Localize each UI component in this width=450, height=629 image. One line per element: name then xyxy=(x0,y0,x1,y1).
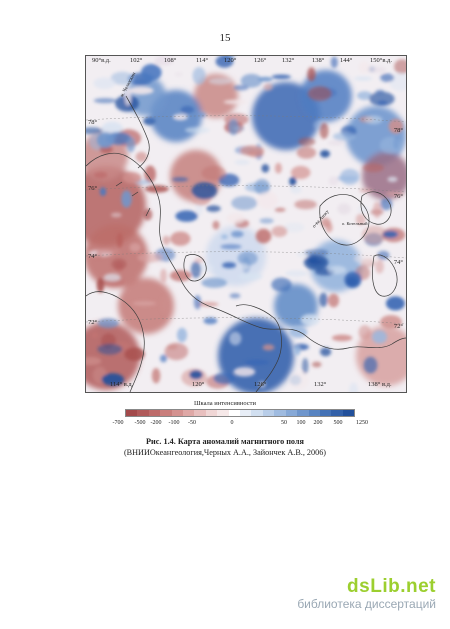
scale-label: -500 xyxy=(134,420,146,426)
watermark: dsLib.net библиотека диссертаций xyxy=(297,576,436,611)
graticule xyxy=(86,115,406,325)
scale-swatch xyxy=(262,410,275,416)
bottom-lon-label: 126° xyxy=(254,381,267,388)
scale-swatch xyxy=(217,410,229,416)
bottom-lon-label: 138° в.д. xyxy=(368,381,392,388)
top-lon-label: 132° xyxy=(282,57,295,64)
intensity-scale-labels: -700 -500 -200 -100 -50 0 50 100 200 500 1250 xyxy=(110,420,370,428)
scale-label: 0 xyxy=(230,420,234,426)
scale-label: 50 xyxy=(281,420,287,426)
intensity-scale-bar xyxy=(125,409,355,417)
scale-swatch xyxy=(126,410,138,416)
scale-swatch xyxy=(297,410,309,416)
top-lon-label: 114° xyxy=(196,57,209,64)
top-lon-label: 108° xyxy=(164,57,177,64)
scale-swatch xyxy=(171,410,184,416)
scale-swatch xyxy=(228,410,241,416)
scale-swatch xyxy=(240,410,252,416)
figure-caption: Рис. 1.4. Карта аномалий магнитного поля… xyxy=(0,436,450,458)
scale-title: Шкала интенсивности xyxy=(193,400,256,407)
scale-swatch xyxy=(331,410,343,416)
page-number: 15 xyxy=(219,32,231,44)
watermark-logo: dsLib.net xyxy=(347,576,436,597)
caption-source: (ВНИИОкеангеология,Черных А.А., Зайончек… xyxy=(123,448,327,457)
scale-label: -200 xyxy=(150,420,162,426)
scale-swatch xyxy=(274,410,286,416)
top-lon-label: 138° xyxy=(312,57,325,64)
top-lon-label: 150°в.д. xyxy=(370,57,392,64)
top-lon-label: 126° xyxy=(254,57,267,64)
right-lat-label: 72° xyxy=(393,323,403,330)
scale-label: -50 xyxy=(188,420,196,426)
scale-label: 100 xyxy=(296,420,306,426)
bottom-lon-label: 114° в.д. xyxy=(110,381,134,388)
scale-swatch xyxy=(251,410,263,416)
map-image xyxy=(86,56,406,392)
bottom-lon-label: 120° xyxy=(192,381,205,388)
scale-label: -700 xyxy=(112,420,124,426)
scale-swatch xyxy=(160,410,172,416)
scale-swatch xyxy=(285,410,298,416)
right-lat-label: 76° xyxy=(393,193,403,200)
scale-swatch xyxy=(183,410,195,416)
watermark-text: библиотека диссертаций xyxy=(297,597,436,611)
scale-label: -100 xyxy=(168,420,180,426)
magnetic-anomaly-map: 90°в.д. 102° 108° 114° 120° 126° 132° 13… xyxy=(85,55,407,393)
scale-swatch xyxy=(194,410,206,416)
top-lon-label: 90°в.д. xyxy=(92,57,111,64)
left-lat-label: 76° xyxy=(88,185,98,192)
left-lat-label: 72° xyxy=(88,319,98,326)
coastlines xyxy=(86,95,406,392)
place-label: о. Котельный xyxy=(342,221,368,226)
right-lat-label: 78° xyxy=(393,127,403,134)
top-lon-label: 144° xyxy=(340,57,353,64)
left-lat-label: 74° xyxy=(88,253,98,260)
top-lon-label: 102° xyxy=(130,57,143,64)
top-lon-label: 120° xyxy=(224,57,237,64)
caption-title: Рис. 1.4. Карта аномалий магнитного поля xyxy=(146,437,304,446)
scale-swatch xyxy=(308,410,320,416)
scale-swatch xyxy=(137,410,149,416)
scale-label: 500 xyxy=(333,420,343,426)
bottom-lon-label: 132° xyxy=(314,381,327,388)
scale-swatch xyxy=(205,410,218,416)
scale-label: 200 xyxy=(313,420,323,426)
scale-label: 1250 xyxy=(356,420,368,426)
left-lat-label: 78° xyxy=(88,119,98,126)
scale-swatch xyxy=(148,410,161,416)
scale-swatch xyxy=(342,410,355,416)
scale-swatch xyxy=(319,410,332,416)
right-lat-label: 74° xyxy=(393,259,403,266)
